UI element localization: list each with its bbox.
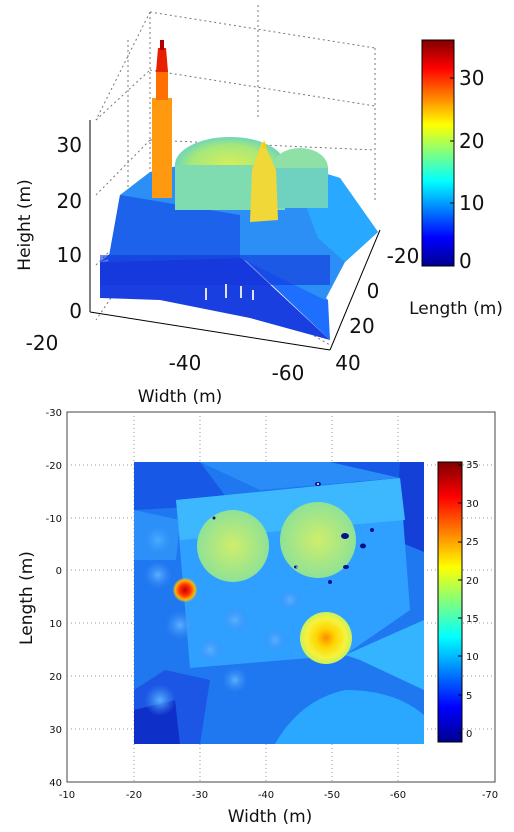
building-surface — [100, 40, 378, 340]
colorbar-heatmap: 35 30 25 20 15 10 5 0 — [437, 460, 479, 743]
heatmap-image — [134, 462, 424, 744]
hm-x-tick-neg30: -30 — [192, 790, 208, 801]
colorbar-label: Length (m) — [409, 299, 503, 319]
hm-cbar-tick-25: 25 — [466, 537, 479, 548]
z-axis-label: Height (m) — [15, 179, 35, 270]
z-tick-20: 20 — [57, 189, 82, 213]
cbar-tick-10: 10 — [459, 191, 484, 215]
hm-y-tick-10: 10 — [49, 619, 62, 630]
hm-x-ticks: -10 -20 -30 -40 -50 -60 -70 — [59, 790, 498, 801]
y-tick-40: 40 — [335, 351, 360, 375]
z-tick-30: 30 — [57, 133, 82, 157]
hm-x-axis-label: Width (m) — [228, 807, 313, 827]
hm-y-tick-neg10: -10 — [46, 514, 62, 525]
hm-y-tick-neg30: -30 — [46, 408, 62, 419]
y-tick-0: 0 — [367, 279, 380, 303]
x-tick-neg60: -60 — [272, 361, 305, 385]
hm-y-tick-20: 20 — [49, 672, 62, 683]
hm-y-ticks: -30 -20 -10 0 10 20 30 40 — [46, 408, 62, 789]
y-ticks: -20 0 20 40 — [335, 244, 419, 375]
heatmap-plot: 35 30 25 20 15 10 5 0 -30 -20 -10 0 10 2… — [17, 408, 498, 827]
hm-x-tick-neg40: -40 — [258, 790, 274, 801]
hm-y-tick-40: 40 — [49, 778, 62, 789]
hm-cbar-tick-0: 0 — [466, 729, 472, 740]
hm-x-tick-neg70: -70 — [482, 790, 498, 801]
hm-cbar-tick-35: 35 — [466, 460, 479, 471]
hm-y-tick-neg20: -20 — [46, 461, 62, 472]
z-tick-10: 10 — [57, 243, 82, 267]
y-tick-20: 20 — [349, 314, 374, 338]
hm-x-tick-neg50: -50 — [324, 790, 340, 801]
cbar-tick-20: 20 — [459, 129, 484, 153]
hm-y-tick-30: 30 — [49, 725, 62, 736]
hm-y-axis-label: Length (m) — [17, 551, 37, 645]
surface-plot-3d: 30 20 10 0 Height (m) -20 -40 -60 Width … — [15, 5, 503, 407]
heatmap-axes-box — [66, 411, 496, 783]
x-axis-label: Width (m) — [138, 387, 223, 407]
hm-cbar-tick-10: 10 — [466, 652, 479, 663]
cbar-tick-0: 0 — [459, 249, 472, 273]
hm-x-tick-neg60: -60 — [390, 790, 406, 801]
hm-x-tick-neg10: -10 — [59, 790, 75, 801]
hm-cbar-tick-30: 30 — [466, 499, 479, 510]
z-ticks: 30 20 10 0 — [57, 133, 82, 323]
hm-x-tick-neg20: -20 — [126, 790, 142, 801]
axis-lines — [89, 120, 381, 351]
x-tick-neg20: -20 — [26, 331, 59, 355]
cbar-tick-30: 30 — [459, 66, 484, 90]
y-tick-neg20: -20 — [387, 244, 420, 268]
hm-y-tick-0: 0 — [56, 566, 62, 577]
colorbar-3d: 30 20 10 0 Length (m) — [409, 39, 503, 319]
x-ticks: -20 -40 -60 — [26, 331, 305, 385]
hm-cbar-tick-5: 5 — [466, 691, 472, 702]
hm-cbar-tick-20: 20 — [466, 576, 479, 587]
x-tick-neg40: -40 — [169, 351, 202, 375]
hm-cbar-tick-15: 15 — [466, 614, 479, 625]
z-tick-0: 0 — [69, 299, 82, 323]
